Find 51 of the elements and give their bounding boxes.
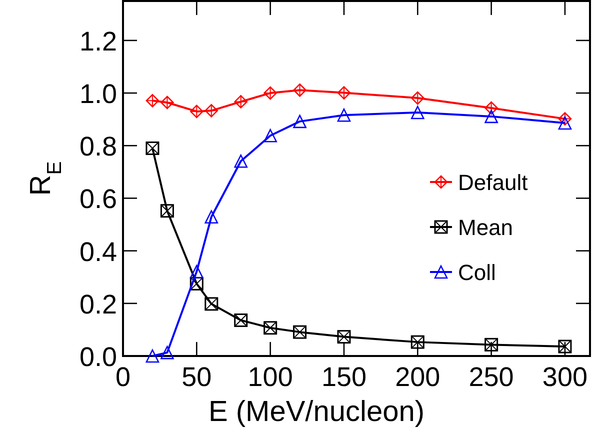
point [264, 128, 277, 142]
point [146, 94, 160, 108]
y-tick-label: 0.2 [79, 289, 117, 320]
x-axis-title: E (MeV/nucleon) [208, 396, 424, 428]
point [410, 91, 424, 105]
point [160, 204, 174, 218]
y-tick-label: 1.2 [79, 26, 117, 56]
point [204, 104, 218, 118]
point [337, 330, 351, 344]
point [160, 96, 174, 110]
y-tick-label: 1.0 [79, 79, 117, 110]
point [558, 112, 572, 126]
point [190, 264, 204, 278]
point [264, 86, 277, 100]
point [190, 104, 204, 118]
x-tick-label: 100 [248, 362, 293, 392]
legend-label: Default [458, 170, 528, 195]
point [293, 325, 307, 339]
point [410, 106, 424, 120]
x-tick-label: 50 [182, 362, 212, 392]
point [410, 335, 424, 349]
point [234, 313, 248, 327]
point [146, 349, 160, 363]
point [234, 154, 248, 168]
legend-label: Coll [458, 260, 496, 285]
point [190, 276, 204, 290]
x-tick-label: 200 [395, 362, 440, 392]
x-tick-label: 0 [115, 362, 131, 392]
point [234, 95, 248, 108]
point [484, 110, 498, 124]
point [337, 108, 351, 122]
point [558, 340, 572, 354]
point [484, 101, 498, 115]
y-tick-label: 0.8 [79, 132, 117, 162]
x-tick-label: 300 [542, 362, 588, 392]
legend-label: Mean [458, 215, 514, 240]
point [204, 210, 218, 224]
point [204, 297, 218, 311]
x-tick-label: 150 [321, 362, 367, 392]
y-tick-label: 0.4 [79, 236, 117, 267]
y-tick-label: 0.6 [79, 184, 117, 214]
point [293, 114, 306, 128]
y-tick-label: 0.0 [79, 342, 117, 372]
point [558, 116, 572, 130]
point [337, 86, 351, 100]
x-tick-label: 250 [468, 362, 514, 392]
point [264, 321, 278, 335]
point [160, 346, 174, 360]
point [484, 338, 498, 352]
point [146, 142, 160, 156]
point [293, 83, 306, 97]
